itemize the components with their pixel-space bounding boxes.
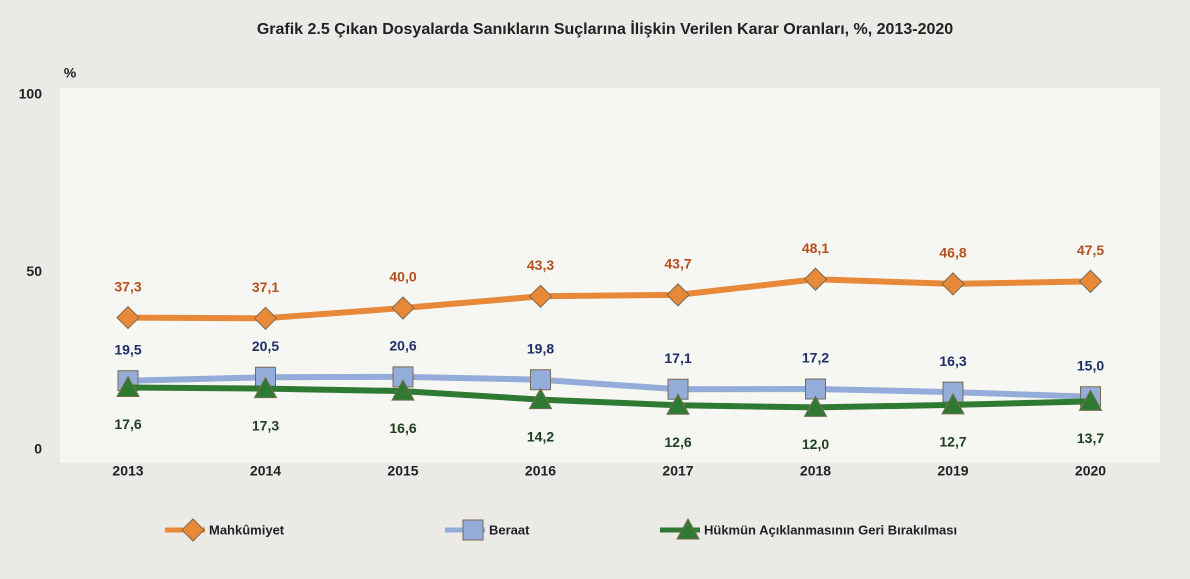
data-point bbox=[803, 395, 828, 417]
series-line bbox=[127, 276, 1091, 322]
legend-marker bbox=[462, 519, 484, 541]
data-label: 40,0 bbox=[389, 269, 416, 285]
series-line bbox=[127, 384, 1091, 411]
data-point bbox=[528, 284, 553, 308]
data-label: 37,3 bbox=[114, 278, 141, 294]
y-tick-label: 100 bbox=[19, 86, 43, 102]
data-label: 17,6 bbox=[114, 416, 141, 432]
data-label: 14,2 bbox=[527, 428, 554, 444]
data-label: 12,7 bbox=[939, 434, 966, 450]
data-point bbox=[667, 378, 689, 400]
data-label: 46,8 bbox=[939, 245, 966, 261]
x-tick-label: 2017 bbox=[662, 463, 693, 479]
data-label: 48,1 bbox=[802, 240, 829, 256]
series-line bbox=[127, 373, 1091, 400]
data-label: 17,2 bbox=[802, 350, 829, 366]
data-point bbox=[116, 305, 140, 330]
data-label: 16,6 bbox=[389, 420, 416, 436]
data-point bbox=[666, 283, 690, 307]
data-label: 17,3 bbox=[252, 417, 279, 433]
x-tick-label: 2020 bbox=[1075, 463, 1106, 479]
data-point bbox=[391, 296, 415, 320]
data-label: 43,7 bbox=[664, 256, 691, 272]
data-label: 20,5 bbox=[252, 338, 279, 354]
data-point bbox=[1078, 389, 1103, 411]
data-point bbox=[941, 392, 965, 415]
data-label: 12,0 bbox=[802, 436, 829, 452]
data-label: 20,6 bbox=[389, 338, 416, 354]
data-point bbox=[253, 306, 278, 331]
data-label: 17,1 bbox=[664, 350, 691, 366]
y-tick-label: 50 bbox=[26, 263, 42, 279]
chart-title: Grafik 2.5 Çıkan Dosyalarda Sanıkların S… bbox=[257, 20, 953, 38]
data-label: 19,5 bbox=[114, 341, 141, 357]
data-label: 15,0 bbox=[1077, 357, 1104, 373]
legend-marker bbox=[676, 517, 700, 540]
data-point bbox=[391, 379, 415, 401]
data-label: 37,1 bbox=[252, 279, 279, 295]
data-label: 19,8 bbox=[527, 340, 554, 356]
x-tick-label: 2016 bbox=[525, 463, 556, 479]
x-tick-label: 2014 bbox=[250, 463, 281, 479]
data-point bbox=[392, 366, 414, 388]
data-point bbox=[530, 369, 551, 391]
x-tick-label: 2019 bbox=[937, 463, 968, 479]
data-label: 47,5 bbox=[1077, 242, 1104, 258]
legend-label: Beraat bbox=[489, 522, 530, 537]
data-label: 16,3 bbox=[939, 353, 966, 369]
x-tick-label: 2018 bbox=[800, 463, 831, 479]
data-point bbox=[803, 267, 828, 291]
data-label: 13,7 bbox=[1077, 430, 1104, 446]
x-tick-label: 2013 bbox=[112, 463, 143, 479]
legend-label: Mahkûmiyet bbox=[209, 522, 285, 537]
x-tick-label: 2015 bbox=[387, 463, 418, 479]
data-point bbox=[1078, 269, 1103, 294]
data-point bbox=[116, 375, 140, 398]
data-label: 12,6 bbox=[664, 434, 691, 450]
data-point bbox=[805, 378, 826, 400]
legend-marker bbox=[181, 518, 205, 542]
data-point bbox=[941, 272, 965, 296]
legend-label: Hükmün Açıklanmasının Geri Bırakılması bbox=[704, 522, 957, 537]
y-axis-label: % bbox=[64, 65, 77, 81]
data-point bbox=[528, 387, 553, 410]
data-label: 43,3 bbox=[527, 257, 554, 273]
data-point bbox=[666, 393, 690, 415]
data-point bbox=[253, 376, 278, 399]
y-tick-label: 0 bbox=[34, 441, 42, 457]
